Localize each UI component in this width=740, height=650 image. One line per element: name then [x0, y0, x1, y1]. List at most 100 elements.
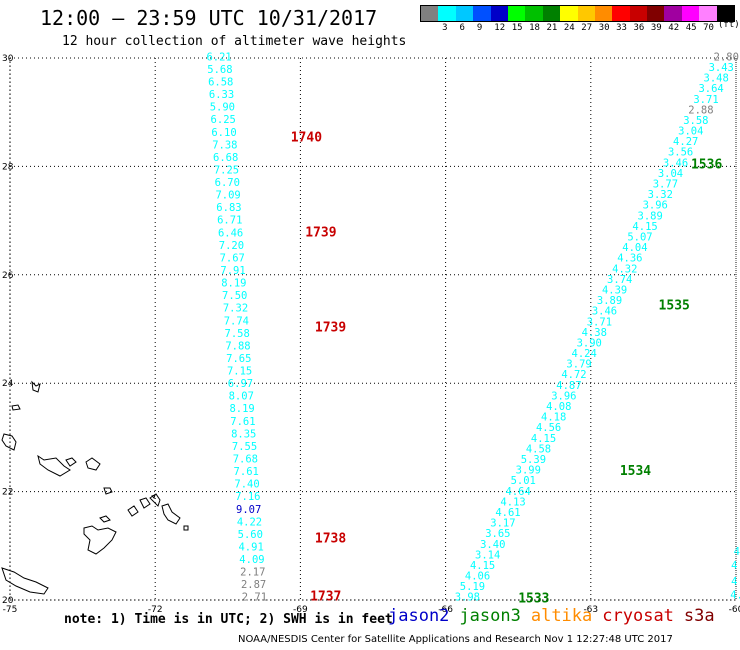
west-track-value: 2.87	[241, 579, 266, 591]
west-track-value: 8.35	[231, 428, 256, 440]
satellite-key: jason2 jason3 altika cryosat s3a	[388, 606, 725, 626]
west-track-value: 7.16	[235, 491, 260, 503]
west-track-value: 7.40	[234, 479, 259, 491]
east-track-value: 3.96	[643, 200, 668, 212]
pass-time-label: 1739	[305, 225, 336, 240]
legend-swatch	[612, 6, 630, 21]
legend-label: 9	[476, 23, 483, 33]
east-track-value: 4.13	[500, 496, 525, 508]
coastline	[1, 567, 49, 595]
west-track-value: 8.07	[229, 391, 254, 403]
satellite-cryosat: cryosat	[602, 606, 674, 626]
legend-swatch	[438, 6, 456, 21]
legend-swatch	[577, 6, 595, 21]
edge-track-value: 4.1	[731, 576, 740, 588]
pass-time-label: 1535	[659, 299, 690, 314]
east-track-value: 3.89	[638, 210, 663, 222]
east-track-value: 4.04	[622, 242, 647, 254]
east-track-value: 2.80	[714, 51, 739, 63]
legend-swatch	[664, 6, 682, 21]
east-track-value: 5.39	[521, 454, 546, 466]
legend-swatch	[507, 6, 526, 21]
map-subtitle: 12 hour collection of altimeter wave hei…	[62, 34, 407, 49]
west-track-value: 5.90	[210, 102, 235, 114]
lon-tick-label: -69	[293, 605, 308, 615]
east-track-value: 4.08	[546, 401, 571, 413]
satellite-jason2: jason2	[388, 606, 450, 626]
west-track-value: 7.09	[215, 190, 240, 202]
west-track-value: 7.32	[223, 303, 248, 315]
west-track-value: 5.60	[238, 529, 263, 541]
east-track-value: 3.90	[577, 337, 602, 349]
legend-swatch	[525, 6, 543, 21]
coastline	[37, 454, 71, 477]
lat-tick-label: 22	[2, 488, 13, 498]
lat-tick-label: 20	[2, 596, 14, 606]
legend-label: 27	[581, 23, 593, 33]
coastline	[85, 457, 101, 471]
legend-swatch	[560, 6, 578, 21]
edge-track-value: 4	[734, 546, 740, 558]
east-track-value: 3.64	[698, 83, 723, 95]
east-track-value: 3.56	[668, 147, 693, 159]
west-track-value: 7.65	[226, 353, 251, 365]
legend-label: 30	[598, 23, 610, 33]
west-track-value: 8.19	[221, 278, 246, 290]
lon-tick-label: -66	[438, 605, 453, 615]
legend-swatch	[455, 6, 474, 21]
legend-swatch	[681, 6, 700, 21]
coastline	[65, 457, 77, 467]
east-track-value: 4.27	[673, 136, 698, 148]
west-track-value: 2.17	[240, 567, 265, 579]
west-track-value: 6.25	[211, 114, 236, 126]
east-track-value: 3.04	[678, 126, 703, 138]
legend-swatch	[473, 6, 491, 21]
map-frame	[9, 57, 737, 601]
legend-label: 6	[459, 23, 465, 33]
pass-time-label: 1533	[518, 591, 549, 606]
east-track-value: 4.15	[470, 560, 495, 572]
satellite-s3a: s3a	[683, 606, 715, 626]
wave-height-legend: 3 6 9 12 15 18 21 24 27 30 33 36 39 42 45 70	[420, 5, 736, 36]
east-track-value: 3.48	[704, 73, 729, 85]
west-track-value: 9.07	[236, 504, 261, 516]
east-track-value: 3.89	[597, 295, 622, 307]
west-track-value: 5.68	[207, 64, 232, 76]
pass-time-label: 1534	[620, 464, 651, 479]
east-track-value: 3.32	[648, 189, 673, 201]
legend-color-bar	[420, 5, 736, 22]
west-track-value: 7.61	[230, 416, 255, 428]
west-track-value: 7.91	[220, 265, 245, 277]
west-track-value: 7.38	[212, 139, 237, 151]
satellite-altika: altika	[530, 606, 593, 626]
lon-tick-label: -75	[3, 605, 18, 615]
coastline	[139, 497, 151, 509]
legend-label: 45	[685, 23, 697, 33]
legend-label: 24	[563, 23, 575, 33]
legend-label: 33	[616, 23, 627, 33]
legend-swatch	[594, 6, 613, 21]
pass-time-label: 1738	[315, 532, 346, 547]
east-track-value: 3.71	[693, 94, 718, 106]
east-track-value: 4.15	[531, 433, 556, 445]
east-track-value: 3.65	[485, 528, 510, 540]
legend-swatch	[699, 6, 717, 21]
east-track-value: 3.98	[455, 592, 480, 604]
east-track-value: 3.99	[516, 465, 541, 477]
lat-tick-label: 24	[2, 379, 14, 389]
coastline	[151, 494, 156, 499]
edge-track-value: 4.9	[730, 590, 740, 602]
east-track-value: 3.77	[653, 179, 678, 191]
east-track-value: 3.17	[490, 518, 515, 530]
west-track-value: 6.33	[209, 89, 234, 101]
coastline	[83, 525, 117, 555]
east-track-value: 4.64	[506, 486, 531, 498]
west-track-value: 7.68	[233, 454, 258, 466]
west-track-value: 4.22	[237, 516, 262, 528]
west-track-value: 4.09	[239, 554, 264, 566]
west-track-value: 6.10	[211, 127, 236, 139]
legend-swatch	[716, 6, 735, 21]
pass-time-label: 1739	[315, 320, 346, 335]
east-track-value: 3.43	[709, 62, 734, 74]
east-track-value: 4.06	[465, 571, 490, 583]
